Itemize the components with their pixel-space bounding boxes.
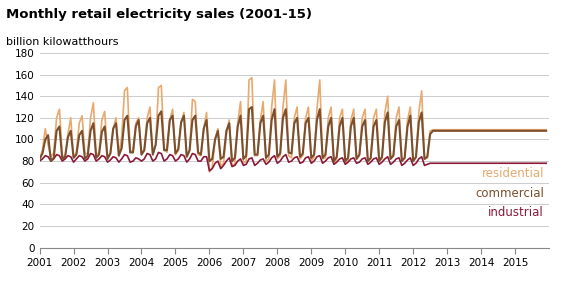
Text: Monthly retail electricity sales (2001-15): Monthly retail electricity sales (2001-1… (6, 8, 312, 22)
Text: billion kilowatthours: billion kilowatthours (6, 37, 118, 47)
Text: residential: residential (482, 167, 544, 180)
Text: industrial: industrial (488, 206, 544, 219)
Text: commercial: commercial (475, 186, 544, 200)
